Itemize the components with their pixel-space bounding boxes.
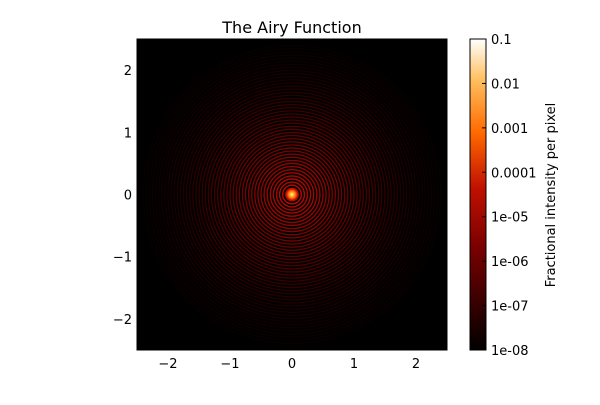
- colorbar-tick-label: 1e-07: [491, 300, 529, 315]
- airy-ring: [235, 137, 349, 251]
- colorbar-tick-label: 0.01: [491, 77, 520, 92]
- airy-ring: [229, 131, 355, 258]
- airy-core: [286, 188, 298, 201]
- airy-ring: [198, 100, 386, 289]
- airy-ring: [213, 116, 371, 273]
- airy-ring: [223, 125, 361, 264]
- airy-ring: [151, 54, 433, 335]
- airy-ring: [210, 113, 374, 276]
- colorbar-tick-label: 1e-08: [491, 344, 529, 359]
- airy-ring: [204, 106, 380, 283]
- airy-ring: [232, 134, 352, 255]
- airy-ring: [244, 147, 340, 242]
- airy-ring: [176, 79, 408, 310]
- airy-ring: [238, 141, 346, 248]
- airy-ring: [282, 184, 303, 205]
- airy-ring: [241, 144, 343, 245]
- colorbar-tick-label: 1e-06: [491, 255, 529, 270]
- airy-ring: [226, 128, 358, 261]
- x-tick-label: −1: [220, 357, 239, 372]
- y-tick-label: 1: [124, 126, 132, 141]
- airy-ring: [247, 150, 337, 239]
- airy-ring: [278, 181, 306, 208]
- airy-ring: [157, 60, 427, 329]
- airy-ring: [185, 88, 399, 301]
- airy-ring: [260, 162, 324, 227]
- airy-ring: [257, 159, 327, 230]
- colorbar-tick-label: 0.0001: [491, 166, 537, 181]
- y-tick-label: −2: [113, 313, 132, 328]
- airy-ring: [207, 110, 377, 279]
- airy-ring: [272, 175, 312, 214]
- airy-ring: [188, 91, 396, 298]
- x-axis: −2 −1 0 1 2: [158, 39, 420, 372]
- airy-ring: [201, 103, 383, 286]
- airy-ring: [145, 48, 439, 341]
- airy-ring: [285, 187, 299, 202]
- colorbar: [469, 38, 487, 351]
- airy-ring: [148, 51, 436, 338]
- airy-ring: [250, 153, 333, 236]
- colorbar-tick-label: 1e-05: [491, 211, 529, 226]
- airy-ring: [170, 72, 414, 317]
- colorbar-tick-label: 0.1: [491, 33, 512, 48]
- airy-ring: [216, 119, 368, 270]
- x-tick-label: 2: [412, 357, 420, 372]
- x-tick-label: −2: [158, 357, 177, 372]
- y-tick-label: −1: [113, 251, 132, 266]
- chart-title: The Airy Function: [221, 18, 361, 37]
- colorbar-label: Fractional intensity per pixel: [544, 103, 559, 288]
- airy-ring: [275, 178, 309, 211]
- airy-ring: [164, 66, 420, 323]
- colorbar-tick-label: 0.001: [491, 122, 528, 137]
- airy-ring: [195, 97, 389, 292]
- airy-ring: [154, 57, 430, 332]
- airy-ring: [182, 85, 402, 304]
- airy-ring: [173, 75, 411, 314]
- airy-ring: [254, 156, 330, 233]
- airy-ring: [167, 69, 417, 320]
- airy-ring: [192, 94, 392, 295]
- airy-ring: [219, 122, 365, 267]
- y-axis: −2 −1 0 1 2: [113, 64, 447, 328]
- airy-ring: [269, 172, 315, 217]
- airy-ring: [142, 44, 442, 345]
- airy-ring: [266, 168, 318, 220]
- y-tick-label: 0: [124, 189, 132, 204]
- airy-ring: [161, 63, 423, 326]
- airy-ring: [179, 82, 405, 307]
- airy-ring: [263, 165, 321, 224]
- x-tick-label: 0: [288, 357, 296, 372]
- airy-pattern: [142, 44, 442, 345]
- x-tick-label: 1: [350, 357, 358, 372]
- y-tick-label: 2: [124, 64, 132, 79]
- colorbar-axis: 0.1 0.01 0.001 0.0001 1e-05 1e-06 1e-07 1e-08: [482, 33, 537, 359]
